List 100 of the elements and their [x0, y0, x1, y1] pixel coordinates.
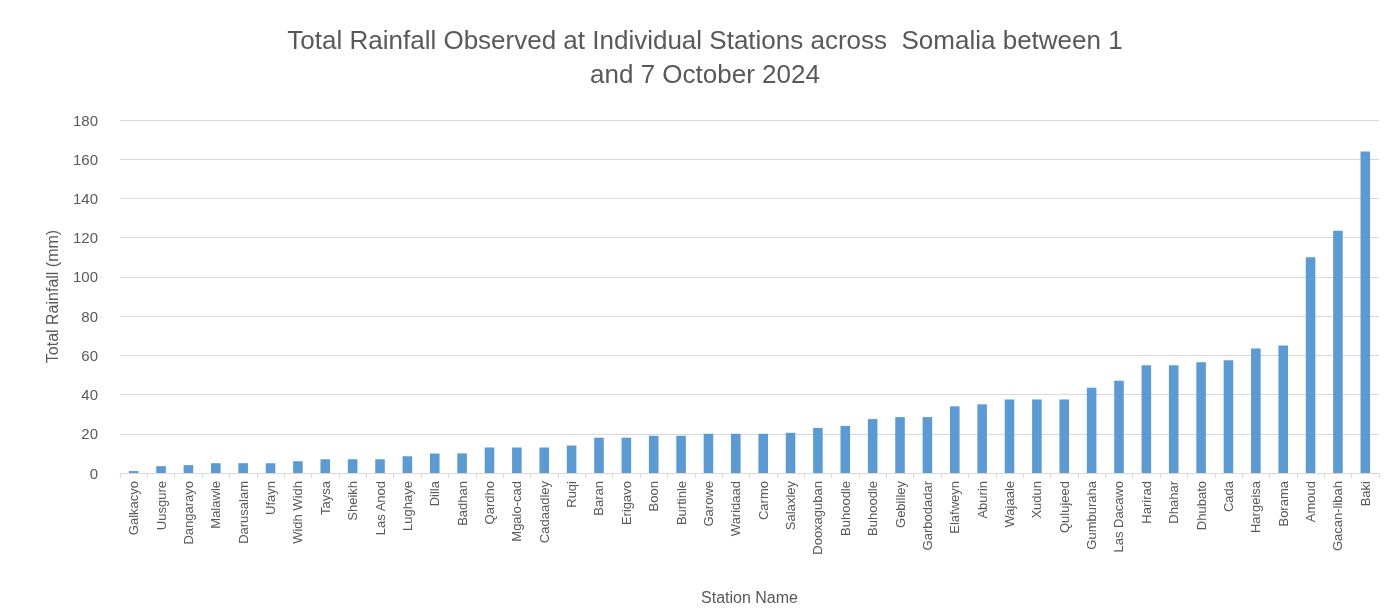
bar — [922, 417, 933, 473]
y-tick-label: 180 — [72, 111, 98, 129]
x-tick-label: Malawle — [208, 481, 224, 529]
y-tick-label: 40 — [81, 386, 98, 404]
x-tick-label: Gacan-libah — [1330, 481, 1346, 552]
x-tick-label: Harirad — [1138, 481, 1154, 524]
x-tick-label: Lughaye — [399, 481, 415, 531]
y-tick-label: 0 — [89, 464, 98, 482]
bar — [1141, 365, 1152, 473]
x-tick-label: Dilla — [427, 480, 443, 507]
bar — [867, 419, 878, 473]
x-tick-label: Widh Widh — [290, 481, 306, 544]
y-tick-label: 20 — [81, 425, 98, 443]
x-tick-label: Burtinle — [673, 481, 689, 526]
x-tick-label: Las Dacawo — [1111, 481, 1127, 553]
bar — [621, 437, 632, 473]
x-tick-label: Waridaad — [728, 481, 744, 537]
bar — [703, 433, 714, 473]
bar — [1059, 399, 1070, 473]
x-tick-label: Ufayn — [263, 481, 279, 515]
bar — [566, 445, 577, 473]
bar — [238, 463, 248, 473]
bar — [594, 437, 604, 473]
x-tick-label: Dangarayo — [180, 481, 196, 545]
x-tick-label: Gumburaha — [1084, 480, 1100, 550]
y-tick-label: 60 — [81, 346, 98, 364]
bar — [402, 456, 413, 473]
bar — [840, 425, 851, 473]
x-tick-label: Xudun — [1029, 481, 1045, 519]
x-tick-label: Galkacyo — [126, 481, 142, 536]
chart-title: Total Rainfall Observed at Individual Stations across Somalia between 1 and 7 October 2024 — [287, 25, 1123, 89]
bar — [895, 417, 905, 473]
bar — [375, 459, 385, 473]
x-tick-label: Sheikh — [345, 481, 361, 521]
x-tick-label: Dooxaguban — [810, 481, 826, 555]
x-axis-title: Station Name — [701, 588, 799, 606]
x-tick-label: Qulujeed — [1056, 481, 1072, 534]
x-tick-label: Cadaadley — [536, 480, 552, 544]
x-tick-label: Gebilley — [892, 480, 908, 528]
bar — [977, 404, 987, 473]
bar — [758, 433, 768, 473]
bar — [1223, 360, 1234, 473]
bar — [1196, 362, 1206, 473]
x-tick-label: Las Anod — [372, 481, 388, 536]
bar — [211, 463, 221, 473]
bar — [1004, 399, 1015, 473]
x-tick-label: Aburin — [974, 481, 990, 519]
bar — [484, 447, 495, 473]
bar — [347, 459, 358, 473]
bar — [1305, 257, 1316, 473]
x-tick-label: Elafweyn — [947, 481, 963, 534]
bar — [156, 466, 166, 473]
x-tick-label: Mgalo-cad — [509, 481, 525, 542]
x-tick-label: Buhoodle — [865, 481, 881, 536]
x-tick-label: Baki — [1357, 480, 1373, 507]
x-tick-label: Erigavo — [618, 481, 634, 526]
y-tick-label: 160 — [72, 150, 98, 168]
bar — [1168, 365, 1179, 473]
x-tick-label: Borama — [1275, 480, 1291, 527]
bar — [265, 463, 276, 473]
bar — [1251, 348, 1261, 473]
bar — [648, 435, 659, 473]
x-tick-label: Buhoodle — [837, 481, 853, 536]
bar — [731, 433, 741, 473]
bar — [785, 432, 796, 473]
x-tick-label: Garbodadar — [919, 480, 935, 551]
x-tick-label: Qardho — [481, 481, 497, 525]
bar — [1360, 151, 1371, 473]
bar — [813, 427, 823, 473]
bar — [676, 435, 686, 473]
bar — [1114, 380, 1124, 473]
x-tick-label: Taysa — [317, 480, 333, 515]
y-tick-label: 80 — [81, 307, 98, 325]
y-axis-title: Total Rainfall (mm) — [43, 229, 61, 364]
x-tick-label: Cada — [1220, 480, 1236, 513]
bar — [429, 453, 440, 473]
x-tick-label: Dhubato — [1193, 481, 1209, 531]
x-tick-label: Amoud — [1303, 481, 1319, 523]
x-tick-label: Baran — [591, 481, 607, 516]
bar — [949, 406, 960, 473]
x-tick-label: Badhan — [454, 481, 470, 526]
x-tick-label: Salaxley — [783, 480, 799, 531]
x-tick-label: Boon — [646, 481, 662, 512]
x-tick-label: Ruqi — [564, 480, 580, 508]
bar — [539, 447, 550, 473]
bar — [1086, 387, 1097, 473]
bar — [512, 447, 522, 473]
bar — [320, 459, 331, 473]
y-tick-label: 100 — [72, 268, 98, 286]
bar — [457, 453, 467, 473]
x-tick-label: Wajaale — [1002, 481, 1018, 528]
x-tick-label: Dhahar — [1166, 480, 1182, 524]
bar — [293, 461, 303, 473]
bar — [1333, 230, 1343, 473]
bar — [183, 465, 194, 473]
x-tick-label: Carmo — [755, 481, 771, 521]
y-tick-label: 140 — [72, 189, 98, 207]
bar — [1032, 399, 1042, 473]
x-tick-label: Garowe — [700, 481, 716, 527]
x-tick-label: Darusalam — [235, 481, 251, 544]
